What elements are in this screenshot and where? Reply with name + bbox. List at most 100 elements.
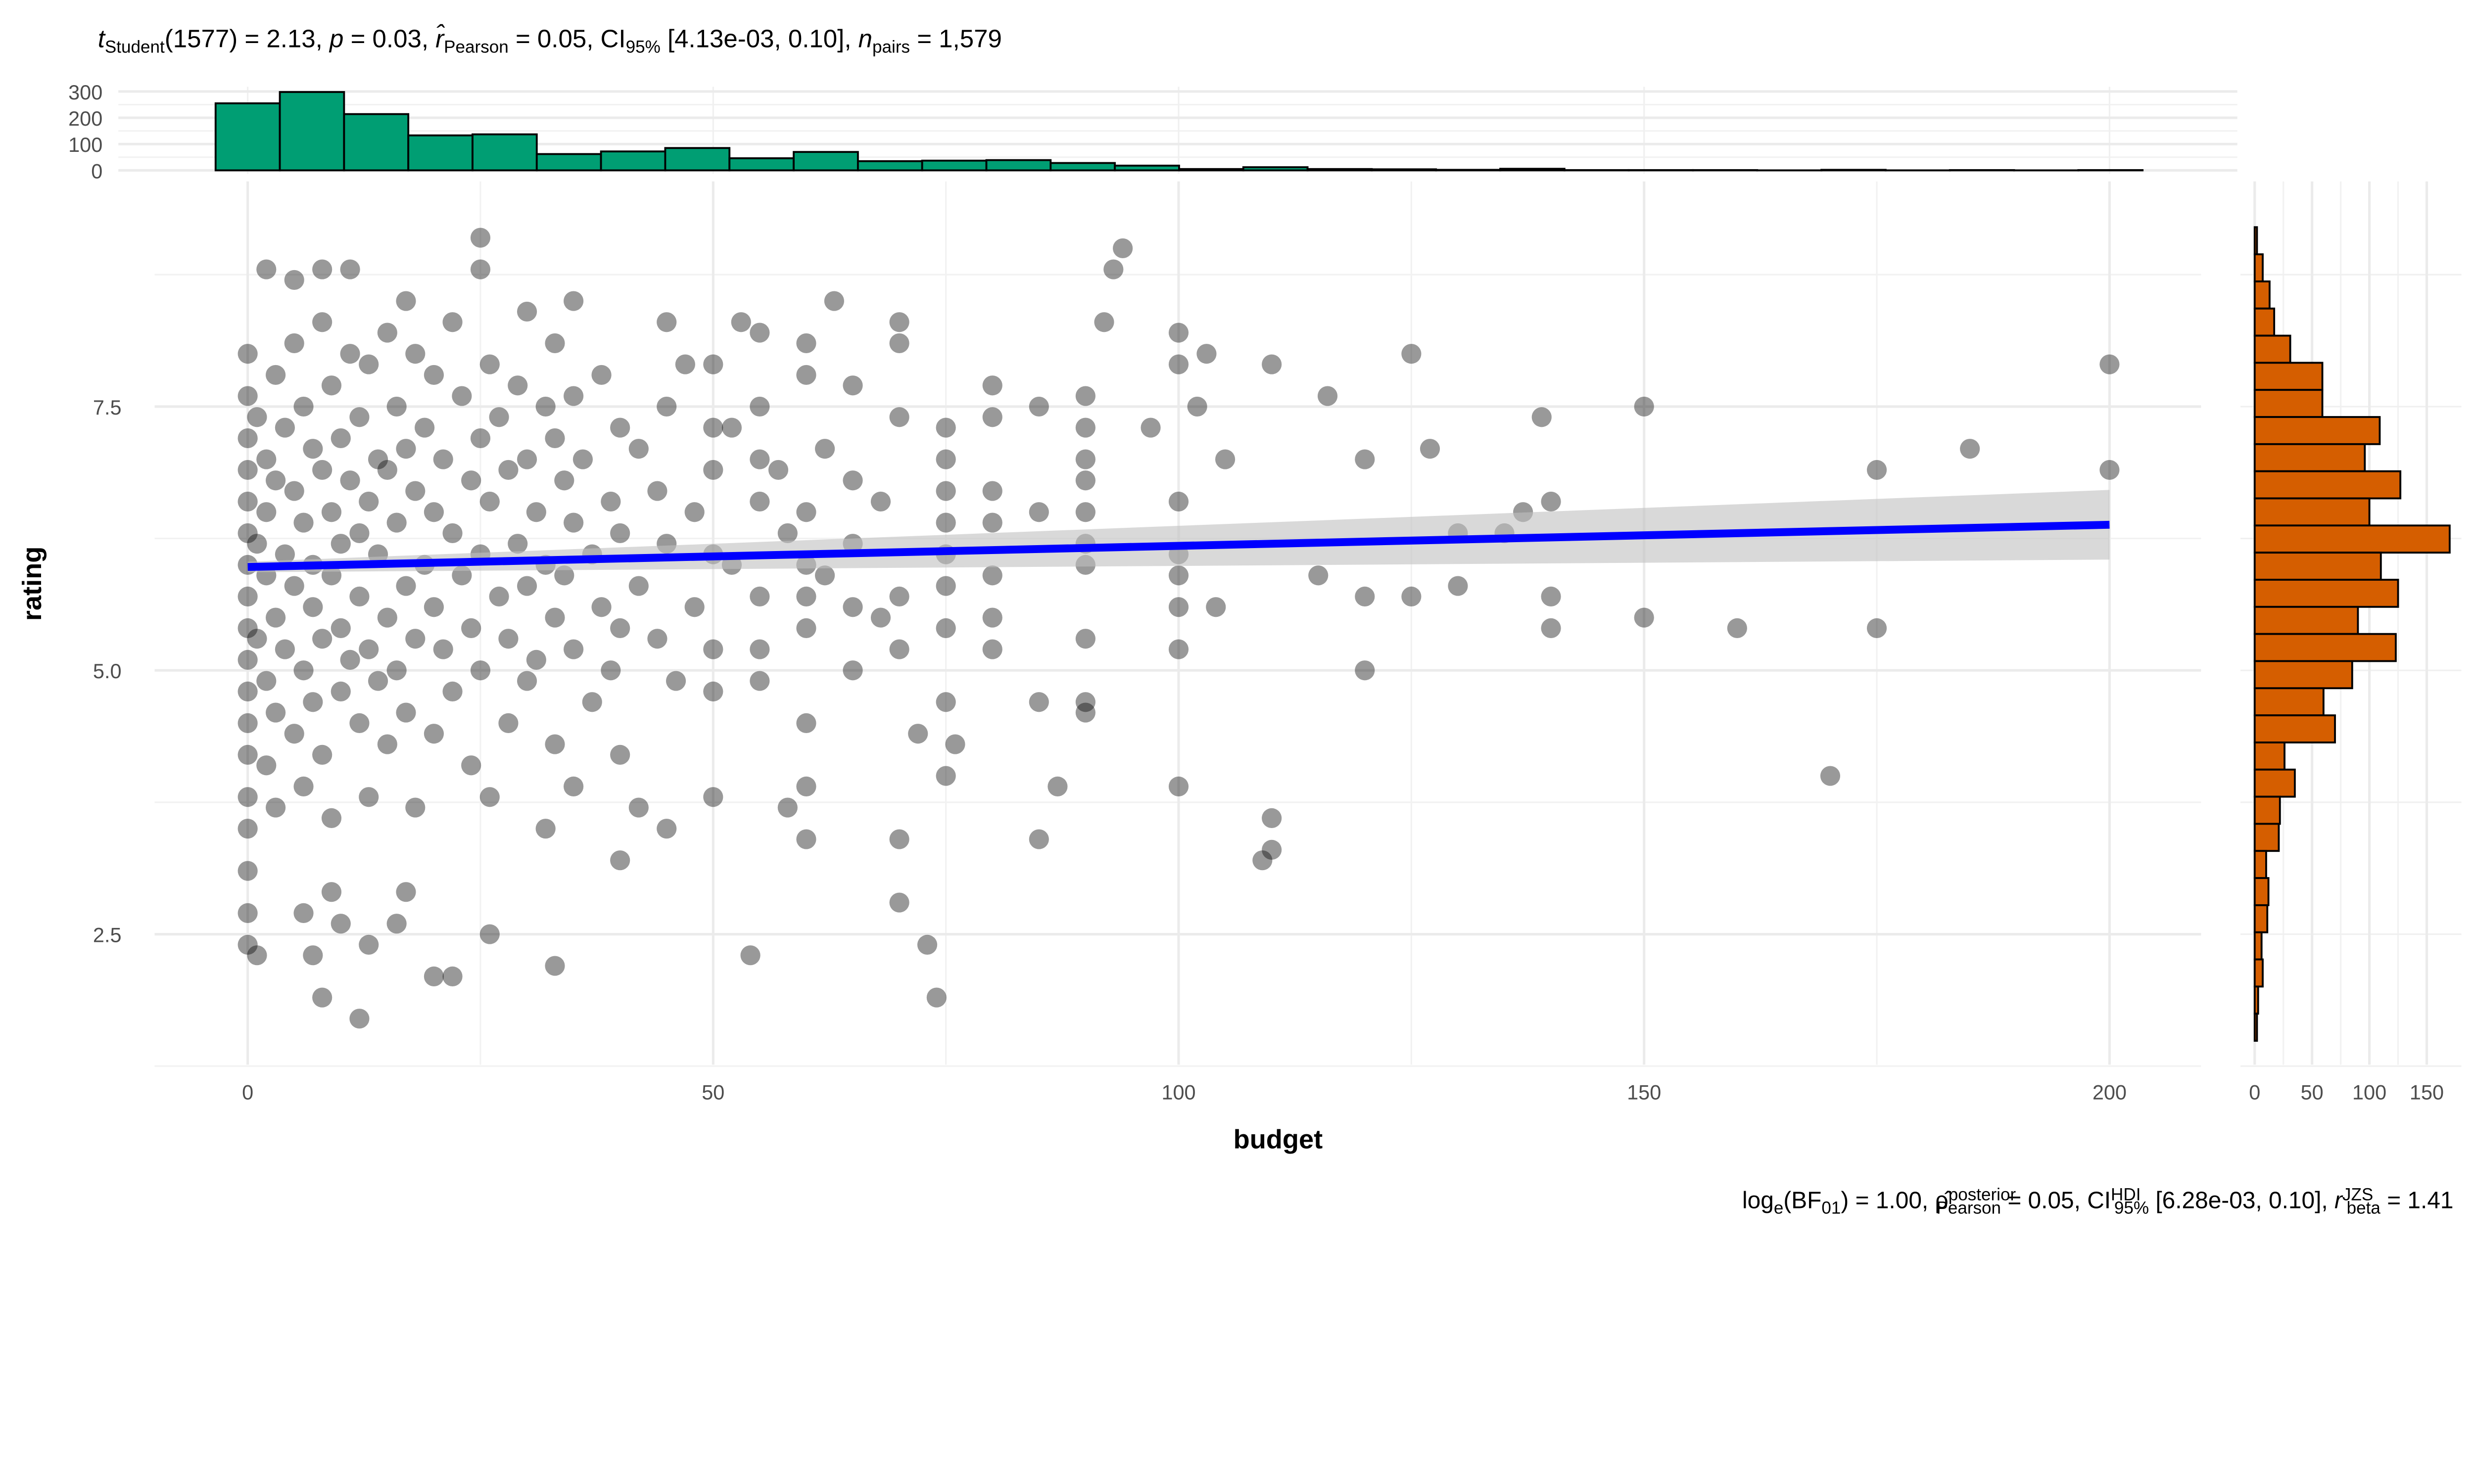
regression-line	[247, 520, 2110, 571]
data-point	[470, 228, 491, 248]
data-point	[1029, 692, 1049, 712]
data-point	[917, 934, 938, 955]
data-point	[601, 491, 621, 511]
data-point	[703, 787, 723, 807]
data-point	[461, 470, 481, 491]
data-point	[359, 934, 379, 955]
right-hist-bar	[2253, 253, 2264, 282]
data-point	[1308, 565, 1329, 586]
data-point	[1196, 344, 1217, 364]
data-point	[684, 502, 705, 522]
data-point	[1113, 238, 1133, 259]
data-point	[796, 365, 816, 385]
data-point	[331, 618, 351, 638]
data-point	[479, 491, 500, 511]
data-point	[1252, 850, 1273, 871]
data-point	[572, 449, 593, 469]
data-point	[377, 323, 397, 343]
data-point	[396, 439, 416, 459]
data-point	[424, 597, 444, 617]
data-point	[1541, 618, 1561, 638]
data-point	[368, 671, 388, 691]
data-point	[610, 618, 630, 638]
right-hist-bar	[2253, 823, 2280, 852]
right-hist-bar	[2253, 579, 2399, 608]
data-point	[554, 470, 574, 491]
top-hist-bar	[728, 157, 795, 172]
data-point	[238, 903, 258, 923]
data-point	[303, 439, 323, 459]
top-hist-bar	[1306, 168, 1373, 172]
data-point	[1029, 396, 1049, 417]
data-point	[470, 428, 491, 448]
data-point	[1866, 460, 1887, 480]
data-point	[545, 428, 565, 448]
data-point	[545, 333, 565, 353]
text-segment: [4.13e-03, 0.10],	[661, 25, 858, 53]
right-hist-bar	[2253, 904, 2269, 933]
text-segment: e	[1774, 1198, 1784, 1217]
data-point	[526, 649, 546, 670]
y-tick-label: 5.0	[93, 659, 122, 683]
x-tick-label: 200	[2093, 1081, 2127, 1104]
data-point	[349, 1009, 370, 1029]
data-point	[889, 333, 909, 353]
x-tick-label: 0	[242, 1081, 253, 1104]
confidence-band	[247, 490, 2110, 572]
data-point	[386, 396, 407, 417]
data-point	[1075, 502, 1095, 522]
data-point	[396, 702, 416, 723]
data-point	[936, 417, 956, 438]
data-point	[284, 576, 304, 596]
data-point	[628, 797, 649, 818]
data-point	[657, 819, 677, 839]
x-tick-label: 50	[702, 1081, 724, 1104]
text-segment: (1577) = 2.13,	[165, 25, 330, 53]
right-hist-bar	[2253, 497, 2371, 527]
data-point	[489, 586, 509, 606]
data-point	[1531, 407, 1552, 427]
data-point	[703, 460, 723, 480]
data-point	[982, 512, 1002, 533]
data-point	[1094, 312, 1114, 332]
data-point	[517, 301, 537, 322]
data-point	[442, 681, 463, 701]
data-point	[1168, 639, 1189, 659]
data-point	[386, 512, 407, 533]
data-point	[405, 481, 426, 501]
x-axis-title: budget	[1234, 1124, 1323, 1154]
data-point	[396, 576, 416, 596]
data-point	[564, 386, 584, 406]
data-point	[945, 734, 965, 754]
chart-title: tStudent​(1577) = 2.13, p = 0.03, r̂Pear…	[98, 23, 1002, 56]
data-point	[1168, 776, 1189, 796]
data-point	[293, 512, 314, 533]
text-segment: [6.28e-03, 0.10],	[2149, 1188, 2334, 1214]
data-point	[1075, 629, 1095, 649]
data-point	[889, 829, 909, 849]
data-point	[1448, 576, 1468, 596]
data-point	[591, 365, 612, 385]
data-point	[1029, 829, 1049, 849]
data-point	[545, 956, 565, 976]
data-point	[312, 312, 333, 332]
data-point	[601, 660, 621, 681]
top-hist-bar	[214, 102, 281, 172]
data-point	[340, 470, 360, 491]
top-hist-y-tick: 0	[91, 159, 102, 183]
data-point	[610, 744, 630, 765]
right-hist-bar	[2253, 660, 2353, 690]
text-segment: = 0.05, CI	[2001, 1188, 2111, 1214]
data-point	[265, 607, 286, 628]
text-segment: t	[98, 25, 106, 53]
text-segment: posterior	[1949, 1185, 2016, 1205]
data-point	[247, 629, 267, 649]
right-hist-x-tick: 0	[2249, 1081, 2260, 1104]
top-hist-bar	[279, 91, 345, 172]
data-point	[312, 629, 333, 649]
right-hist-bar	[2253, 985, 2259, 1015]
right-hist-bar	[2253, 226, 2258, 255]
data-point	[517, 449, 537, 469]
data-point	[657, 312, 677, 332]
data-point	[824, 291, 844, 311]
